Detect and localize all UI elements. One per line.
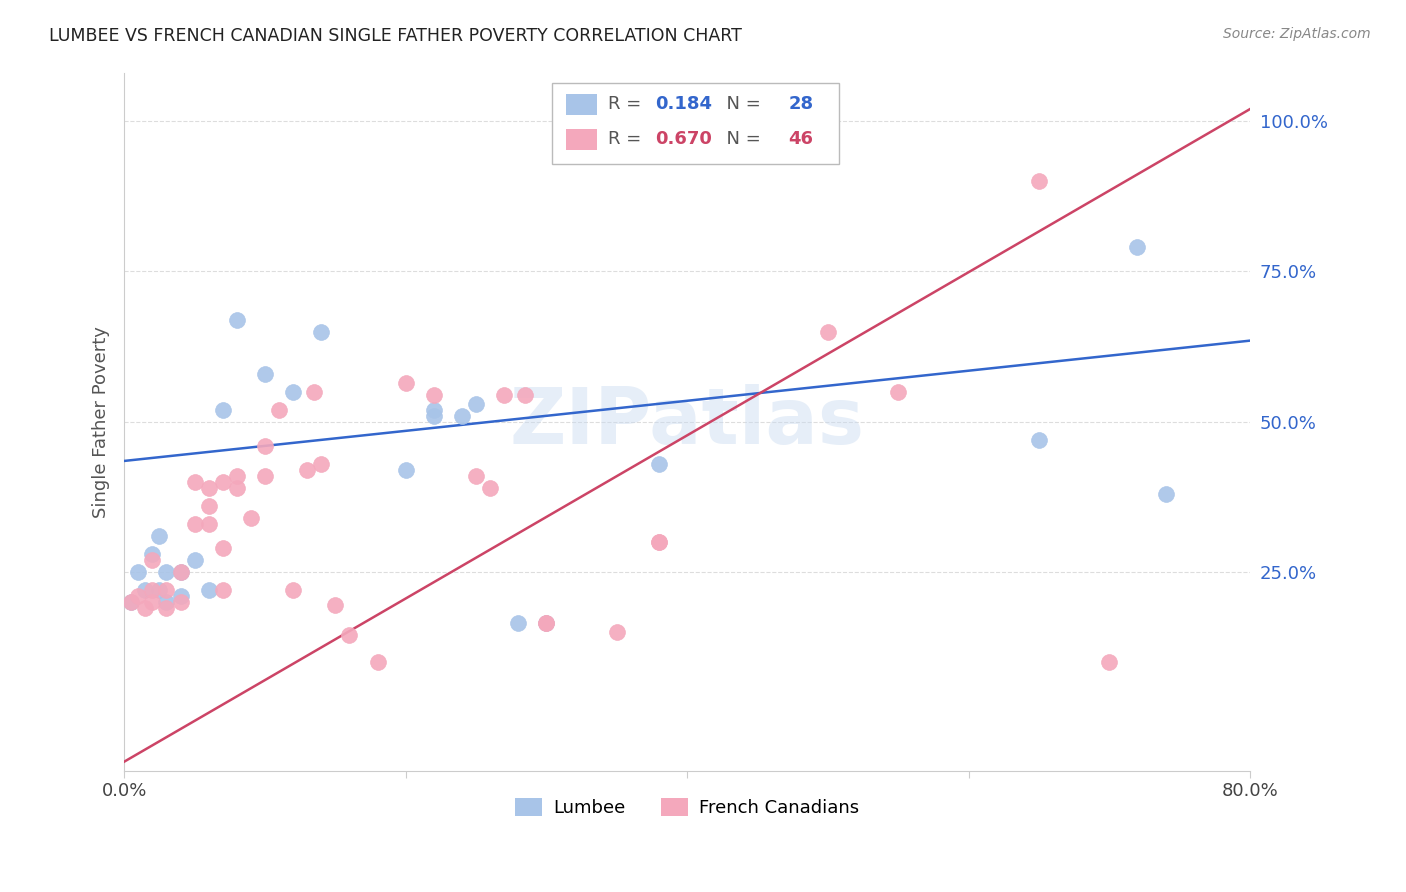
Point (606, 625, 628, 640)
Point (465, 469, 488, 483)
Point (648, 535, 671, 549)
Point (169, 595, 191, 609)
Point (169, 565, 191, 579)
Point (148, 529, 170, 543)
Legend: Lumbee, French Canadians: Lumbee, French Canadians (508, 790, 866, 824)
Point (197, 517, 219, 532)
Point (494, 388, 516, 402)
Point (648, 535, 671, 549)
Point (395, 463, 418, 477)
Point (197, 583, 219, 598)
Point (1154, 487, 1177, 501)
Point (141, 595, 163, 609)
Point (211, 402, 233, 417)
Text: 0.670: 0.670 (655, 130, 713, 148)
Text: R =: R = (609, 130, 647, 148)
Point (183, 553, 205, 567)
Point (253, 469, 276, 483)
Point (515, 388, 537, 402)
Point (197, 481, 219, 495)
Point (211, 475, 233, 489)
Point (323, 599, 346, 613)
Point (141, 547, 163, 561)
Point (395, 376, 418, 390)
Text: 28: 28 (789, 95, 814, 113)
Point (120, 595, 142, 609)
Point (465, 397, 488, 411)
Point (309, 325, 332, 339)
Point (536, 616, 558, 631)
Text: R =: R = (609, 95, 647, 113)
Point (225, 312, 247, 326)
Point (337, 628, 360, 642)
Point (148, 583, 170, 598)
FancyBboxPatch shape (553, 84, 839, 164)
Text: N =: N = (716, 95, 766, 113)
Point (253, 367, 276, 381)
Point (225, 469, 247, 483)
Y-axis label: Single Father Poverty: Single Father Poverty (93, 326, 110, 517)
Point (1126, 240, 1149, 254)
Point (155, 565, 177, 579)
Point (423, 402, 446, 417)
Point (141, 583, 163, 598)
Point (155, 601, 177, 615)
Point (183, 517, 205, 532)
Point (239, 511, 262, 525)
Point (648, 457, 671, 471)
Text: N =: N = (716, 130, 766, 148)
Text: LUMBEE VS FRENCH CANADIAN SINGLE FATHER POVERTY CORRELATION CHART: LUMBEE VS FRENCH CANADIAN SINGLE FATHER … (49, 27, 742, 45)
Point (367, 656, 389, 670)
Point (887, 384, 910, 399)
Point (127, 565, 149, 579)
Point (211, 541, 233, 556)
Point (169, 565, 191, 579)
Point (423, 409, 446, 423)
Point (127, 589, 149, 603)
Point (134, 601, 156, 615)
Point (479, 481, 502, 495)
Point (120, 595, 142, 609)
Point (211, 583, 233, 598)
Point (451, 409, 474, 423)
Point (281, 583, 304, 598)
Point (1098, 656, 1121, 670)
Point (281, 384, 304, 399)
Text: ZIPatlas: ZIPatlas (509, 384, 865, 460)
Point (1028, 174, 1050, 188)
Point (423, 388, 446, 402)
Point (155, 583, 177, 598)
Point (536, 616, 558, 631)
Bar (565, 128, 598, 150)
Bar (565, 94, 598, 115)
Point (253, 439, 276, 453)
Point (302, 384, 325, 399)
Point (225, 481, 247, 495)
Point (141, 553, 163, 567)
Point (169, 589, 191, 603)
Point (155, 595, 177, 609)
Point (508, 616, 530, 631)
Point (309, 457, 332, 471)
Point (197, 499, 219, 513)
Point (134, 583, 156, 598)
Point (295, 463, 318, 477)
Text: 0.184: 0.184 (655, 95, 713, 113)
Text: Source: ZipAtlas.com: Source: ZipAtlas.com (1223, 27, 1371, 41)
Text: 46: 46 (789, 130, 814, 148)
Point (267, 402, 290, 417)
Point (817, 325, 839, 339)
Point (1028, 433, 1050, 447)
Point (183, 475, 205, 489)
Point (536, 616, 558, 631)
